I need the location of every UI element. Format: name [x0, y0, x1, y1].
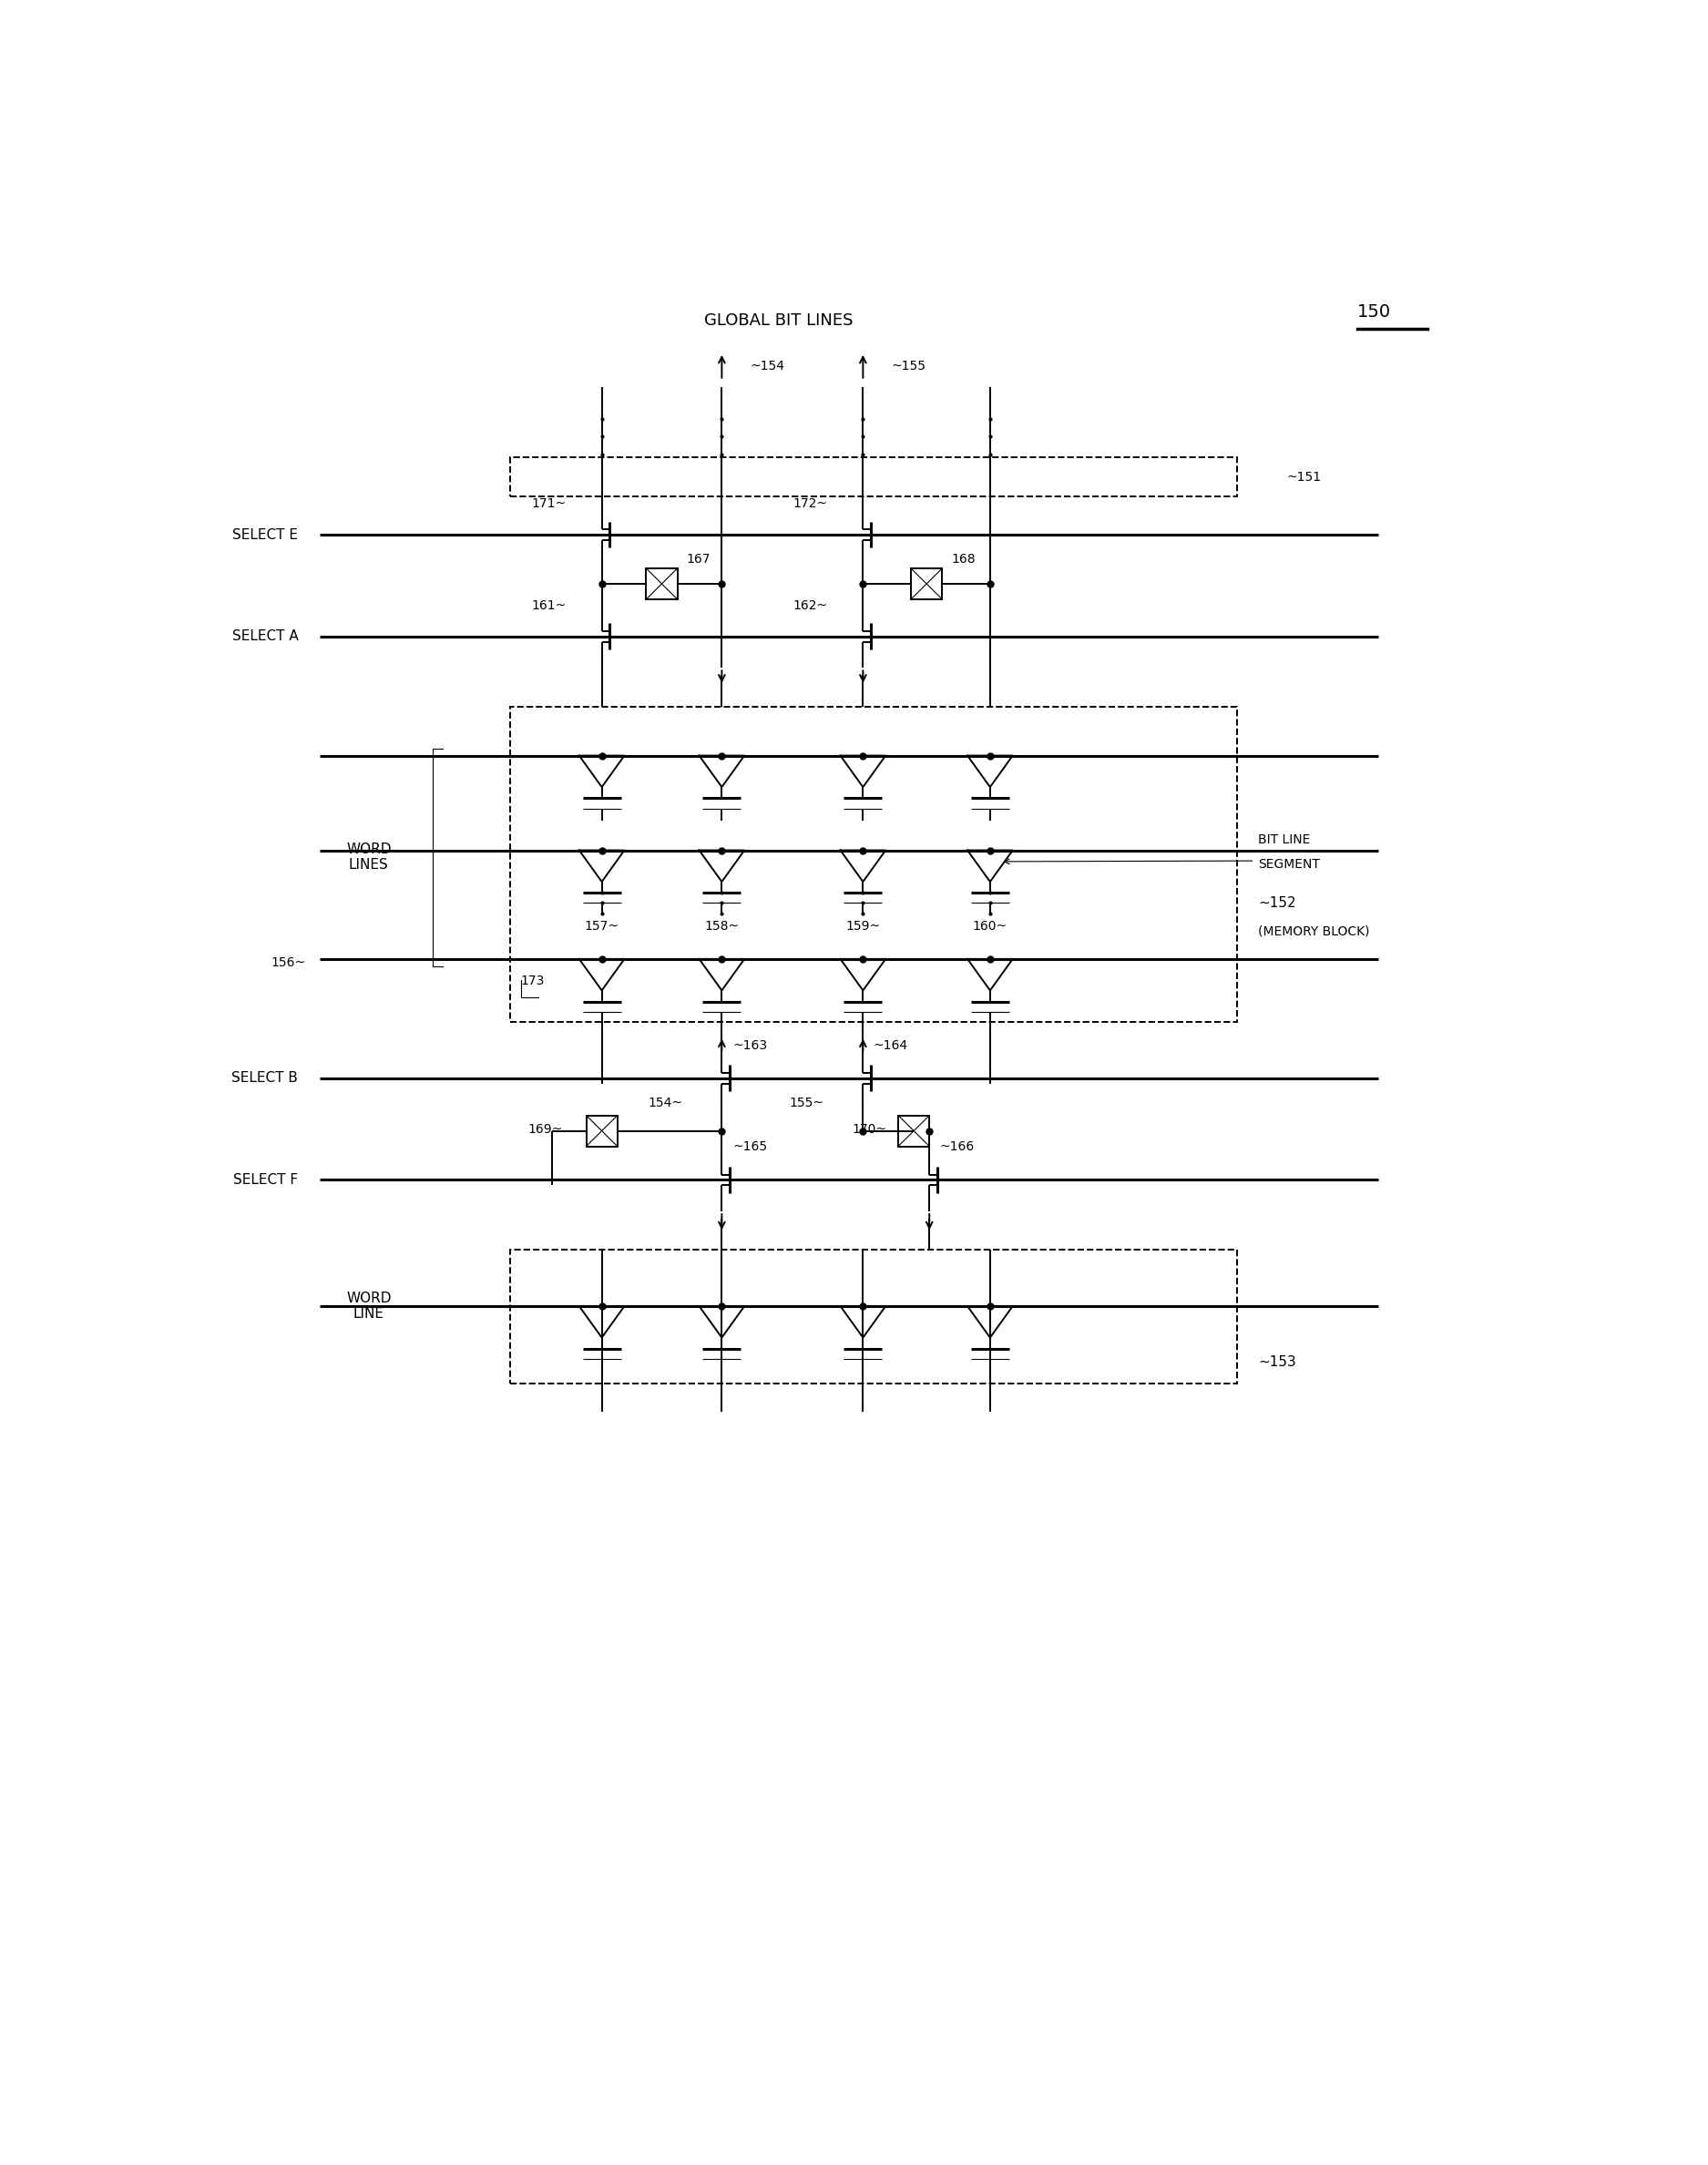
Text: 161~: 161~ — [531, 600, 567, 613]
Text: ~166: ~166 — [939, 1141, 975, 1154]
Bar — [586, 1115, 617, 1145]
Text: (MEMORY BLOCK): (MEMORY BLOCK) — [1259, 924, 1370, 937]
Text: 160~: 160~ — [974, 920, 1008, 933]
Text: 167: 167 — [687, 552, 711, 565]
Text: ~155: ~155 — [892, 359, 926, 372]
Bar — [646, 569, 678, 600]
Text: BIT LINE: BIT LINE — [1259, 834, 1310, 847]
Text: ~154: ~154 — [750, 359, 784, 372]
Text: ~164: ~164 — [873, 1039, 909, 1052]
Text: 171~: 171~ — [531, 498, 567, 511]
Bar — [898, 1115, 929, 1145]
Text: SELECT F: SELECT F — [234, 1173, 299, 1186]
Text: SEGMENT: SEGMENT — [1259, 857, 1320, 870]
Text: WORD
LINE: WORD LINE — [347, 1290, 391, 1321]
Text: 170~: 170~ — [852, 1124, 886, 1137]
Text: SELECT B: SELECT B — [232, 1072, 299, 1085]
Text: ~163: ~163 — [733, 1039, 767, 1052]
Text: 168: 168 — [951, 552, 975, 565]
Text: SELECT E: SELECT E — [232, 528, 299, 541]
Text: 172~: 172~ — [793, 498, 828, 511]
Text: ~151: ~151 — [1286, 470, 1322, 483]
Text: 155~: 155~ — [789, 1095, 825, 1108]
Text: 154~: 154~ — [649, 1095, 683, 1108]
Text: SELECT A: SELECT A — [232, 630, 299, 643]
Text: ~165: ~165 — [733, 1141, 767, 1154]
Text: ~153: ~153 — [1259, 1355, 1296, 1368]
Text: GLOBAL BIT LINES: GLOBAL BIT LINES — [704, 312, 852, 329]
Text: 173: 173 — [521, 974, 545, 987]
Text: ~152: ~152 — [1259, 896, 1296, 909]
Text: 157~: 157~ — [584, 920, 618, 933]
Text: 156~: 156~ — [270, 957, 306, 970]
Text: 159~: 159~ — [845, 920, 880, 933]
Text: 158~: 158~ — [704, 920, 740, 933]
Text: 150: 150 — [1358, 303, 1390, 320]
Text: 162~: 162~ — [793, 600, 828, 613]
Text: 169~: 169~ — [528, 1124, 564, 1137]
Bar — [910, 569, 943, 600]
Text: WORD
LINES: WORD LINES — [347, 842, 391, 872]
